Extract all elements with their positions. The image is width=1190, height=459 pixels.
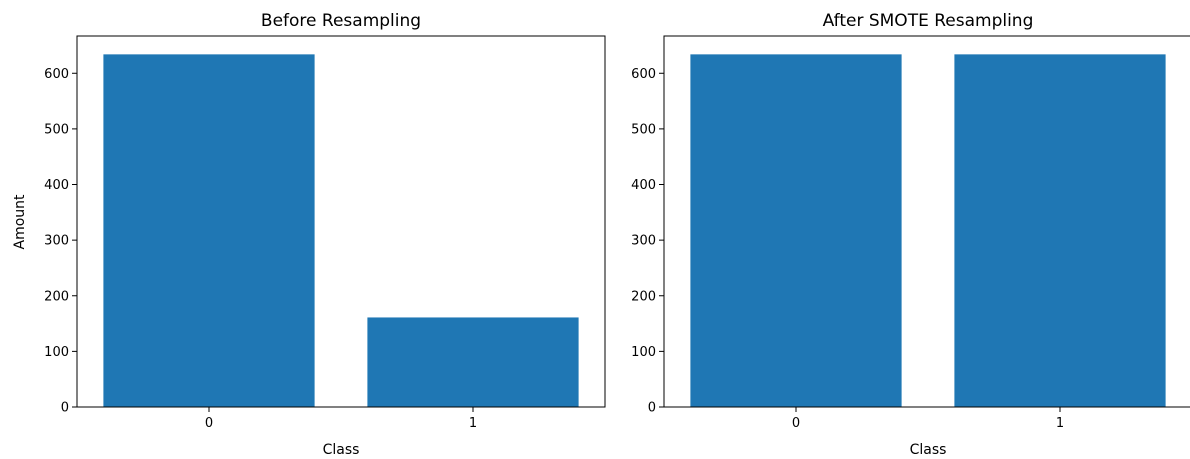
chart-title: After SMOTE Resampling (823, 11, 1034, 31)
y-axis-label: Amount (12, 194, 28, 250)
bar-class-0 (103, 54, 315, 408)
y-tick-label: 400 (44, 178, 69, 193)
plot-area (690, 54, 1166, 408)
y-tick-label: 0 (61, 401, 69, 416)
x-tick-label: 1 (469, 416, 477, 431)
plot-area (103, 54, 579, 408)
y-tick-label: 600 (44, 67, 69, 82)
bar-class-0 (690, 54, 902, 408)
y-tick-label: 600 (631, 67, 656, 82)
y-tick-label: 300 (631, 234, 656, 249)
x-tick-label: 0 (792, 416, 800, 431)
y-tick-label: 0 (648, 401, 656, 416)
axes-frame (76, 35, 606, 408)
x-tick-label: 0 (205, 416, 213, 431)
y-tick-label: 100 (44, 345, 69, 360)
bar-class-1 (367, 317, 579, 407)
chart-after-smote-resampling: After SMOTE Resampling Class 0 1 0 100 200 30… (631, 11, 1190, 458)
y-tick-label: 500 (44, 122, 69, 137)
y-tick-label: 300 (44, 234, 69, 249)
chart-title: Before Resampling (261, 11, 421, 31)
x-axis-label: Class (910, 442, 947, 458)
x-axis-label: Class (323, 442, 360, 458)
bar-class-1 (954, 54, 1166, 408)
y-tick-label: 400 (631, 178, 656, 193)
y-tick-label: 200 (631, 289, 656, 304)
chart-before-resampling: Before Resampling Amount Class 0 1 0 100 200… (12, 11, 606, 458)
y-tick-label: 100 (631, 345, 656, 360)
y-tick-label: 500 (631, 122, 656, 137)
y-tick-label: 200 (44, 289, 69, 304)
axes-frame (663, 35, 1190, 408)
x-tick-label: 1 (1056, 416, 1064, 431)
